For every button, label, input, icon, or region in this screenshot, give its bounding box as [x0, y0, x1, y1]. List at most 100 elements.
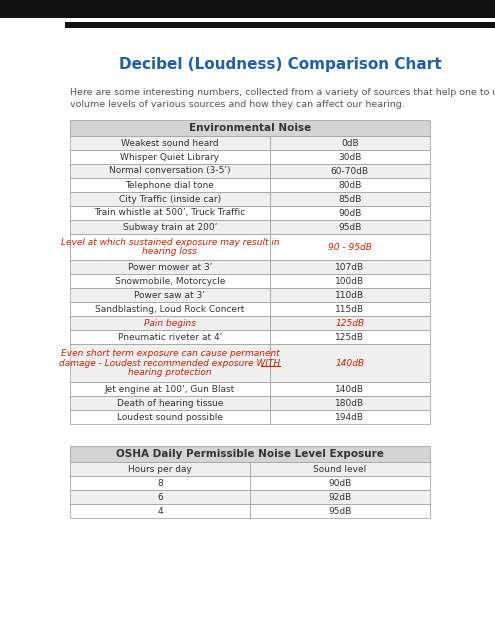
Bar — [250, 476, 430, 490]
Bar — [0, 0, 495, 18]
Text: 92dB: 92dB — [328, 493, 351, 502]
Text: 140dB: 140dB — [336, 385, 364, 394]
Bar — [70, 150, 270, 164]
Text: 30dB: 30dB — [338, 152, 361, 161]
Text: 4: 4 — [157, 506, 163, 515]
Bar — [270, 410, 430, 424]
Text: Normal conversation (3-5’): Normal conversation (3-5’) — [109, 166, 231, 175]
Bar — [270, 302, 430, 316]
Text: Here are some interesting numbers, collected from a variety of sources that help: Here are some interesting numbers, colle… — [70, 88, 495, 97]
Bar — [70, 504, 250, 518]
Bar — [70, 220, 270, 234]
Text: 60-70dB: 60-70dB — [331, 166, 369, 175]
Bar — [70, 288, 270, 302]
Bar — [65, 22, 495, 28]
Text: Pneumatic riveter at 4’: Pneumatic riveter at 4’ — [118, 333, 222, 342]
Text: 95dB: 95dB — [338, 223, 361, 232]
Text: OSHA Daily Permissible Noise Level Exposure: OSHA Daily Permissible Noise Level Expos… — [116, 449, 384, 459]
Bar — [70, 164, 270, 178]
Bar — [270, 206, 430, 220]
Bar — [270, 396, 430, 410]
Bar — [270, 234, 430, 260]
Bar — [250, 490, 430, 504]
Text: Power saw at 3’: Power saw at 3’ — [135, 291, 205, 300]
Text: 180dB: 180dB — [335, 399, 364, 408]
Bar — [70, 476, 250, 490]
Text: 100dB: 100dB — [335, 276, 364, 285]
Bar — [70, 274, 270, 288]
Text: Death of hearing tissue: Death of hearing tissue — [117, 399, 223, 408]
Text: 125dB: 125dB — [335, 319, 364, 328]
Bar — [270, 344, 430, 382]
Bar — [270, 274, 430, 288]
Bar — [70, 316, 270, 330]
Bar — [270, 150, 430, 164]
Bar — [270, 316, 430, 330]
Text: 85dB: 85dB — [338, 195, 361, 204]
Text: 0dB: 0dB — [341, 138, 359, 147]
Text: Even short term exposure can cause permanent: Even short term exposure can cause perma… — [60, 349, 279, 358]
Bar — [270, 178, 430, 192]
Bar — [70, 260, 270, 274]
Text: volume levels of various sources and how they can affect our hearing.: volume levels of various sources and how… — [70, 100, 405, 109]
Text: Weakest sound heard: Weakest sound heard — [121, 138, 219, 147]
Bar — [70, 136, 270, 150]
Text: Whisper Quiet Library: Whisper Quiet Library — [120, 152, 219, 161]
Bar — [70, 490, 250, 504]
Text: 6: 6 — [157, 493, 163, 502]
Text: City Traffic (inside car): City Traffic (inside car) — [119, 195, 221, 204]
Bar — [70, 178, 270, 192]
Bar — [70, 302, 270, 316]
Text: Decibel (Loudness) Comparison Chart: Decibel (Loudness) Comparison Chart — [119, 58, 442, 72]
Bar — [250, 504, 430, 518]
Bar — [70, 446, 430, 462]
Bar — [70, 206, 270, 220]
Text: Sandblasting, Loud Rock Concert: Sandblasting, Loud Rock Concert — [95, 305, 245, 314]
Text: 80dB: 80dB — [338, 180, 361, 189]
Text: 90 - 95dB: 90 - 95dB — [328, 243, 372, 252]
Text: Jet engine at 100’, Gun Blast: Jet engine at 100’, Gun Blast — [105, 385, 235, 394]
Bar — [70, 344, 270, 382]
Bar — [70, 120, 430, 136]
Text: 125dB: 125dB — [336, 333, 364, 342]
Bar — [70, 410, 270, 424]
Text: Hours per day: Hours per day — [128, 465, 192, 474]
Text: Environmental Noise: Environmental Noise — [189, 123, 311, 133]
Bar — [70, 462, 250, 476]
Text: Subway train at 200’: Subway train at 200’ — [123, 223, 217, 232]
Bar — [70, 192, 270, 206]
Bar — [270, 330, 430, 344]
Bar — [270, 136, 430, 150]
Bar — [70, 396, 270, 410]
Text: 107dB: 107dB — [335, 262, 364, 271]
Bar — [270, 220, 430, 234]
Bar — [270, 192, 430, 206]
Text: Sound level: Sound level — [313, 465, 367, 474]
Bar — [70, 330, 270, 344]
Bar — [70, 234, 270, 260]
Bar — [270, 382, 430, 396]
Text: damage - Loudest recommended exposure WITH: damage - Loudest recommended exposure WI… — [59, 358, 281, 367]
Text: Snowmobile, Motorcycle: Snowmobile, Motorcycle — [115, 276, 225, 285]
Text: 90dB: 90dB — [328, 479, 351, 488]
Text: 194dB: 194dB — [336, 413, 364, 422]
Text: Level at which sustained exposure may result in: Level at which sustained exposure may re… — [60, 238, 279, 247]
Bar — [270, 288, 430, 302]
Text: Loudest sound possible: Loudest sound possible — [117, 413, 223, 422]
Bar — [270, 260, 430, 274]
Text: 95dB: 95dB — [328, 506, 351, 515]
Bar — [65, 28, 495, 640]
Text: 140dB: 140dB — [335, 358, 364, 367]
Text: hearing loss: hearing loss — [143, 247, 198, 256]
Bar — [70, 382, 270, 396]
Text: Pain begins: Pain begins — [144, 319, 196, 328]
Text: Train whistle at 500’, Truck Traffic: Train whistle at 500’, Truck Traffic — [94, 209, 246, 218]
Text: Telephone dial tone: Telephone dial tone — [125, 180, 214, 189]
Text: 115dB: 115dB — [335, 305, 364, 314]
Text: hearing protection: hearing protection — [128, 368, 212, 377]
Text: 8: 8 — [157, 479, 163, 488]
Text: Power mower at 3’: Power mower at 3’ — [128, 262, 212, 271]
Text: 110dB: 110dB — [335, 291, 364, 300]
Text: 90dB: 90dB — [338, 209, 361, 218]
Bar — [270, 164, 430, 178]
